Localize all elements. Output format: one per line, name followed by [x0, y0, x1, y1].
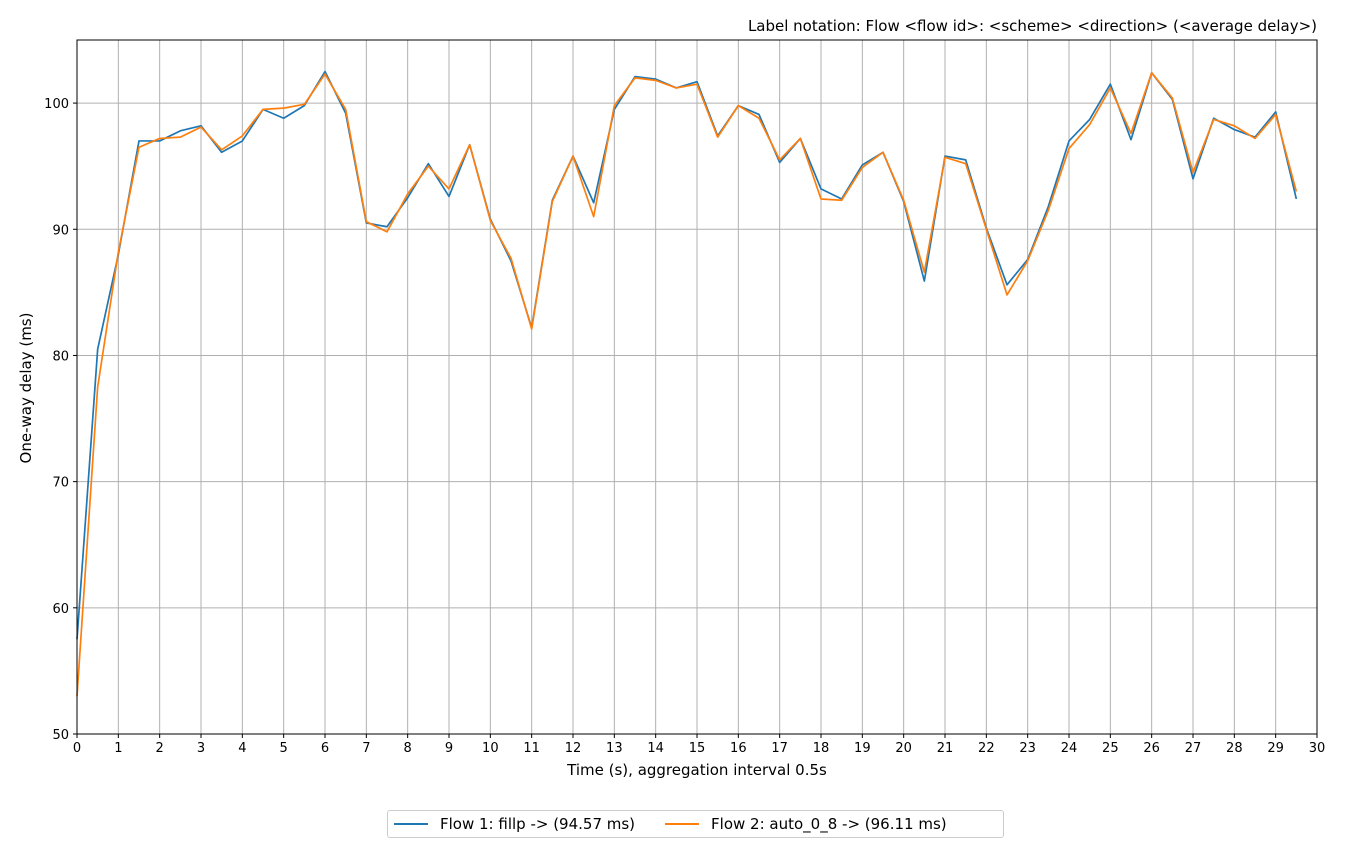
series-layer	[76, 70, 1298, 697]
x-tick-label: 4	[238, 741, 246, 756]
x-tick-label: 9	[445, 741, 453, 756]
x-tick-label: 22	[978, 741, 995, 756]
x-tick-label: 19	[854, 741, 871, 756]
x-tick-label: 24	[1061, 741, 1078, 756]
x-tick-label: 5	[280, 741, 288, 756]
x-tick-label: 11	[523, 741, 540, 756]
x-tick-label: 12	[565, 741, 582, 756]
x-tick-label: 13	[606, 741, 623, 756]
x-tick-label: 20	[895, 741, 912, 756]
x-tick-label: 21	[937, 741, 954, 756]
series-line-flow-1	[76, 70, 1298, 640]
x-tick-label: 26	[1143, 741, 1160, 756]
legend: Flow 1: fillp -> (94.57 ms) Flow 2: auto…	[387, 810, 1004, 838]
x-axis-label: Time (s), aggregation interval 0.5s	[566, 761, 827, 779]
chart-title: Label notation: Flow <flow id>: <scheme>…	[747, 17, 1317, 35]
x-tick-label: 6	[321, 741, 329, 756]
legend-label-flow-1: Flow 1: fillp -> (94.57 ms)	[440, 815, 636, 833]
y-tick-label: 70	[52, 476, 69, 491]
x-tick-label: 7	[362, 741, 370, 756]
y-tick-label: 80	[52, 349, 69, 364]
y-tick-label: 90	[52, 223, 69, 238]
legend-swatch-flow-1	[394, 823, 428, 825]
x-tick-label: 8	[404, 741, 412, 756]
x-tick-label: 25	[1102, 741, 1119, 756]
x-tick-label: 23	[1019, 741, 1036, 756]
x-tick-label: 27	[1185, 741, 1202, 756]
x-tick-label: 1	[114, 741, 122, 756]
x-tick-label: 30	[1309, 741, 1326, 756]
y-axis-ticks: 50 60 70 80 90 100	[44, 97, 77, 743]
x-axis-ticks: 0 1 2 3 4 5 6 7 8 9 10 11 12 13 14 15 16 17 18 19 20 21 22 23 24…	[73, 734, 1325, 756]
x-tick-label: 2	[156, 741, 164, 756]
y-tick-label: 50	[52, 728, 69, 743]
x-tick-label: 10	[482, 741, 499, 756]
x-tick-label: 0	[73, 741, 81, 756]
legend-swatch-flow-2	[665, 823, 700, 825]
x-tick-label: 18	[813, 741, 830, 756]
y-axis-label: One-way delay (ms)	[17, 313, 35, 464]
x-tick-label: 15	[689, 741, 706, 756]
x-tick-label: 3	[197, 741, 205, 756]
legend-item-flow-2: Flow 2: auto_0_8 -> (96.11 ms)	[665, 815, 947, 833]
legend-item-flow-1: Flow 1: fillp -> (94.57 ms)	[394, 815, 635, 833]
y-tick-label: 100	[44, 97, 69, 112]
x-tick-label: 17	[771, 741, 788, 756]
x-tick-label: 14	[647, 741, 664, 756]
x-tick-label: 28	[1226, 741, 1243, 756]
x-tick-label: 16	[730, 741, 747, 756]
grid-lines	[76, 40, 1318, 735]
line-chart: 0 1 2 3 4 5 6 7 8 9 10 11 12 13 14 15 16 17 18 19 20 21 22 23 24…	[17, 39, 1325, 779]
y-tick-label: 60	[52, 602, 69, 617]
legend-label-flow-2: Flow 2: auto_0_8 -> (96.11 ms)	[711, 815, 947, 833]
x-tick-label: 29	[1267, 741, 1284, 756]
series-line-flow-2	[76, 71, 1298, 697]
